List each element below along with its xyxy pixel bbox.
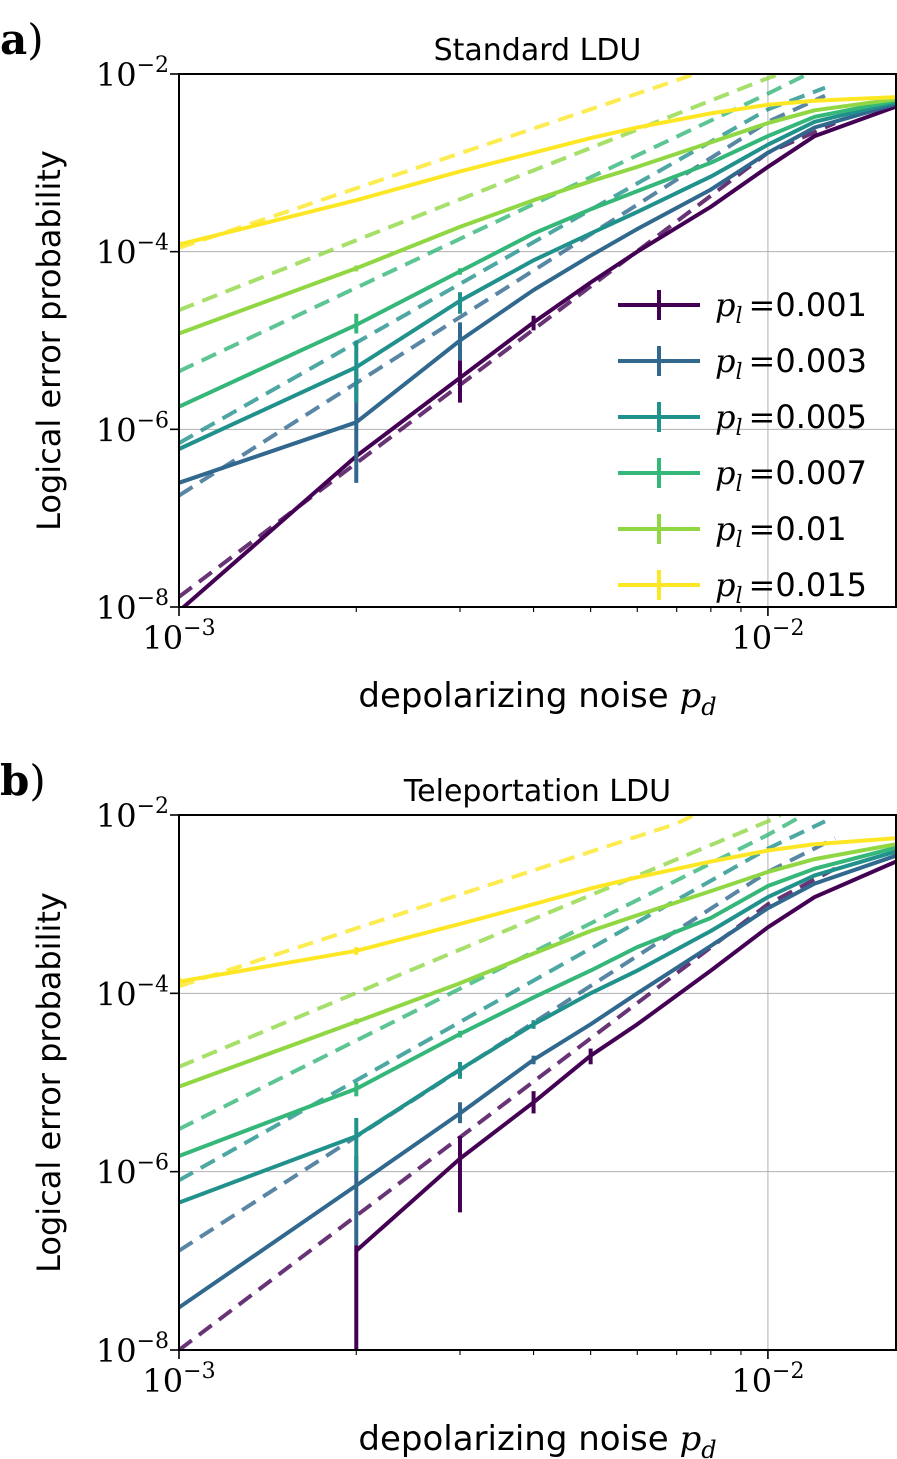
fit-line-pl-0.003 xyxy=(179,836,836,1253)
fit-line-pl-0.005 xyxy=(179,85,826,445)
y-tick-label: 10−4 xyxy=(96,972,169,1013)
y-tick-label: 10−2 xyxy=(96,53,169,94)
fit-line-pl-0.015 xyxy=(179,815,696,989)
axes-frame xyxy=(178,73,897,608)
measured-line-pl-0.007 xyxy=(179,845,896,1158)
legend-value: 0.01 xyxy=(775,510,846,548)
legend-label: pl =0.007 xyxy=(715,454,867,497)
plot-area xyxy=(179,74,896,607)
fit-line-pl-0.01 xyxy=(179,74,782,312)
y-tick-label: 10−6 xyxy=(96,1151,169,1192)
measured-line-pl-0.01 xyxy=(179,842,896,1089)
measured-line-pl-0.005 xyxy=(179,849,896,1205)
legend-item-pl-0.01: pl =0.01 xyxy=(618,510,847,553)
legend-value: 0.003 xyxy=(775,342,867,380)
measured-line-pl-0.001 xyxy=(180,104,896,607)
fit-line-pl-0.007 xyxy=(179,815,805,1131)
x-tick-label: 10−3 xyxy=(142,616,215,657)
fit-line-pl-0.001 xyxy=(179,866,836,1350)
legend-label: pl =0.001 xyxy=(715,286,867,329)
x-tick-label: 10−2 xyxy=(731,1359,804,1400)
plot-area xyxy=(179,815,896,1350)
x-axis-label: depolarizing noise pd xyxy=(358,1419,716,1459)
x-tick-label: 10−3 xyxy=(142,1359,215,1400)
fit-line-pl-0.007 xyxy=(179,74,805,374)
chart-title: Teleportation LDU xyxy=(403,774,671,809)
legend-item-pl-0.001: pl =0.001 xyxy=(618,286,867,329)
y-axis-label: Logical error probability xyxy=(30,150,68,531)
y-tick-label: 10−8 xyxy=(96,1329,169,1370)
x-axis-label: depolarizing noise pd xyxy=(358,676,716,721)
y-axis-label: Logical error probability xyxy=(30,892,68,1273)
panel-b: 10−3 10−2 10−8 10−6 10−4 10−2 Teleportation LD… xyxy=(0,756,897,1459)
legend-value: 0.007 xyxy=(775,454,867,492)
legend-item-pl-0.007: pl =0.007 xyxy=(618,454,867,497)
measured-line-pl-0.015 xyxy=(179,95,896,247)
legend-value: 0.005 xyxy=(775,398,867,436)
legend-label: pl =0.015 xyxy=(715,566,867,609)
y-tick-label: 10−2 xyxy=(96,794,169,835)
legend: pl =0.001 pl =0.003 pl =0.005 pl =0.007 pl =0.01 p… xyxy=(618,286,867,609)
measured-line-pl-0.003 xyxy=(179,102,896,485)
measured-line-pl-0.015 xyxy=(179,836,896,984)
legend-label: pl =0.005 xyxy=(715,398,867,441)
measured-line-pl-0.01 xyxy=(179,97,896,336)
chart-title: Standard LDU xyxy=(434,33,642,68)
x-tick-label: 10−2 xyxy=(731,616,804,657)
panel-a: 10−3 10−2 10−8 10−6 10−4 10−2 Standard LDU a) Lo… xyxy=(0,15,897,721)
y-tick-label: 10−8 xyxy=(96,586,169,627)
fit-line-pl-0.003 xyxy=(179,93,826,498)
panel-label: a) xyxy=(0,15,44,64)
legend-item-pl-0.005: pl =0.005 xyxy=(618,398,867,441)
legend-item-pl-0.003: pl =0.003 xyxy=(618,342,867,385)
measured-line-pl-0.001 xyxy=(354,859,896,1253)
measured-line-pl-0.003 xyxy=(179,853,896,1310)
measured-line-pl-0.005 xyxy=(179,100,896,451)
legend-label: pl =0.01 xyxy=(715,510,847,553)
legend-label: pl =0.003 xyxy=(715,342,867,385)
measured-line-pl-0.007 xyxy=(179,98,896,409)
panel-label: b) xyxy=(0,756,46,805)
y-tick-label: 10−6 xyxy=(96,408,169,449)
legend-value: 0.001 xyxy=(775,286,867,324)
y-tick-label: 10−4 xyxy=(96,231,169,272)
legend-item-pl-0.015: pl =0.015 xyxy=(618,566,867,609)
fit-line-pl-0.01 xyxy=(179,815,782,1069)
legend-value: 0.015 xyxy=(775,566,867,604)
axes-frame xyxy=(178,814,897,1351)
fit-line-pl-0.015 xyxy=(179,74,695,250)
